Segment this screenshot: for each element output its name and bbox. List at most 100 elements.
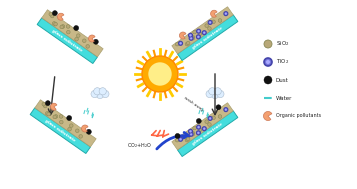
Text: SiO$_2$: SiO$_2$ bbox=[276, 40, 290, 48]
Circle shape bbox=[206, 90, 213, 98]
Wedge shape bbox=[180, 32, 186, 39]
Circle shape bbox=[79, 135, 82, 138]
Text: TiO$_2$: TiO$_2$ bbox=[276, 57, 290, 67]
Circle shape bbox=[218, 115, 222, 118]
Text: glass substrate: glass substrate bbox=[192, 122, 223, 146]
Circle shape bbox=[225, 13, 227, 15]
Wedge shape bbox=[263, 112, 272, 121]
Polygon shape bbox=[172, 103, 233, 150]
Circle shape bbox=[45, 101, 50, 106]
Circle shape bbox=[197, 29, 201, 33]
Circle shape bbox=[44, 104, 47, 108]
Circle shape bbox=[202, 127, 206, 131]
Polygon shape bbox=[42, 10, 103, 57]
Circle shape bbox=[86, 45, 90, 48]
Circle shape bbox=[91, 90, 98, 98]
Circle shape bbox=[198, 30, 200, 32]
Circle shape bbox=[188, 129, 192, 133]
Circle shape bbox=[209, 88, 216, 95]
Circle shape bbox=[208, 123, 211, 126]
Circle shape bbox=[190, 37, 192, 39]
Circle shape bbox=[198, 32, 202, 36]
Circle shape bbox=[75, 37, 78, 41]
Circle shape bbox=[190, 133, 192, 135]
Circle shape bbox=[198, 128, 202, 132]
Text: Dust: Dust bbox=[276, 77, 289, 83]
Circle shape bbox=[264, 76, 272, 84]
Circle shape bbox=[180, 42, 182, 44]
Circle shape bbox=[212, 116, 215, 120]
Circle shape bbox=[86, 129, 91, 134]
Circle shape bbox=[178, 41, 182, 45]
Circle shape bbox=[197, 125, 201, 129]
Circle shape bbox=[191, 131, 195, 135]
Circle shape bbox=[264, 58, 272, 66]
Circle shape bbox=[264, 40, 272, 48]
Circle shape bbox=[193, 30, 196, 34]
Text: glass substrate: glass substrate bbox=[192, 26, 223, 50]
Circle shape bbox=[76, 34, 80, 37]
Circle shape bbox=[49, 12, 52, 16]
Circle shape bbox=[53, 115, 56, 119]
Circle shape bbox=[208, 20, 212, 24]
Text: glass substrate: glass substrate bbox=[44, 119, 76, 143]
Circle shape bbox=[180, 138, 182, 140]
Circle shape bbox=[59, 115, 63, 118]
Circle shape bbox=[50, 14, 54, 18]
Text: glass substrate: glass substrate bbox=[51, 29, 83, 53]
Circle shape bbox=[186, 137, 190, 141]
Circle shape bbox=[216, 105, 221, 110]
Wedge shape bbox=[211, 10, 217, 17]
Circle shape bbox=[66, 30, 70, 34]
Circle shape bbox=[203, 128, 205, 130]
Circle shape bbox=[196, 131, 200, 135]
Circle shape bbox=[190, 130, 191, 132]
Circle shape bbox=[196, 35, 200, 39]
Circle shape bbox=[67, 115, 72, 121]
Circle shape bbox=[191, 36, 195, 40]
Circle shape bbox=[185, 42, 189, 46]
Polygon shape bbox=[177, 111, 238, 156]
Circle shape bbox=[197, 132, 199, 134]
Circle shape bbox=[191, 35, 195, 39]
Circle shape bbox=[197, 36, 199, 38]
Polygon shape bbox=[177, 15, 238, 60]
Circle shape bbox=[96, 90, 105, 98]
Circle shape bbox=[75, 129, 79, 132]
Circle shape bbox=[142, 56, 178, 92]
Circle shape bbox=[198, 126, 200, 128]
Circle shape bbox=[217, 90, 224, 98]
Circle shape bbox=[60, 25, 64, 29]
Circle shape bbox=[68, 127, 71, 131]
Circle shape bbox=[61, 25, 65, 28]
Circle shape bbox=[214, 88, 221, 95]
Circle shape bbox=[203, 32, 205, 34]
Circle shape bbox=[99, 88, 106, 95]
Circle shape bbox=[196, 119, 201, 124]
Circle shape bbox=[54, 115, 58, 118]
Circle shape bbox=[47, 112, 50, 116]
Circle shape bbox=[52, 11, 57, 16]
Circle shape bbox=[191, 132, 195, 136]
Wedge shape bbox=[81, 125, 88, 132]
Circle shape bbox=[54, 22, 57, 26]
Circle shape bbox=[175, 42, 179, 46]
Circle shape bbox=[66, 25, 70, 28]
Circle shape bbox=[74, 26, 79, 31]
Circle shape bbox=[186, 41, 190, 45]
Circle shape bbox=[177, 42, 181, 45]
Circle shape bbox=[266, 60, 270, 64]
Circle shape bbox=[218, 19, 222, 22]
Circle shape bbox=[102, 90, 109, 98]
Polygon shape bbox=[172, 7, 233, 54]
Circle shape bbox=[193, 126, 196, 130]
Circle shape bbox=[93, 39, 98, 44]
Text: Organic pollutants: Organic pollutants bbox=[276, 114, 321, 119]
Wedge shape bbox=[50, 103, 57, 110]
Circle shape bbox=[177, 138, 181, 141]
Text: wash away: wash away bbox=[182, 96, 203, 112]
Wedge shape bbox=[57, 13, 64, 20]
Circle shape bbox=[225, 109, 227, 111]
Circle shape bbox=[224, 108, 228, 112]
Circle shape bbox=[148, 62, 172, 86]
